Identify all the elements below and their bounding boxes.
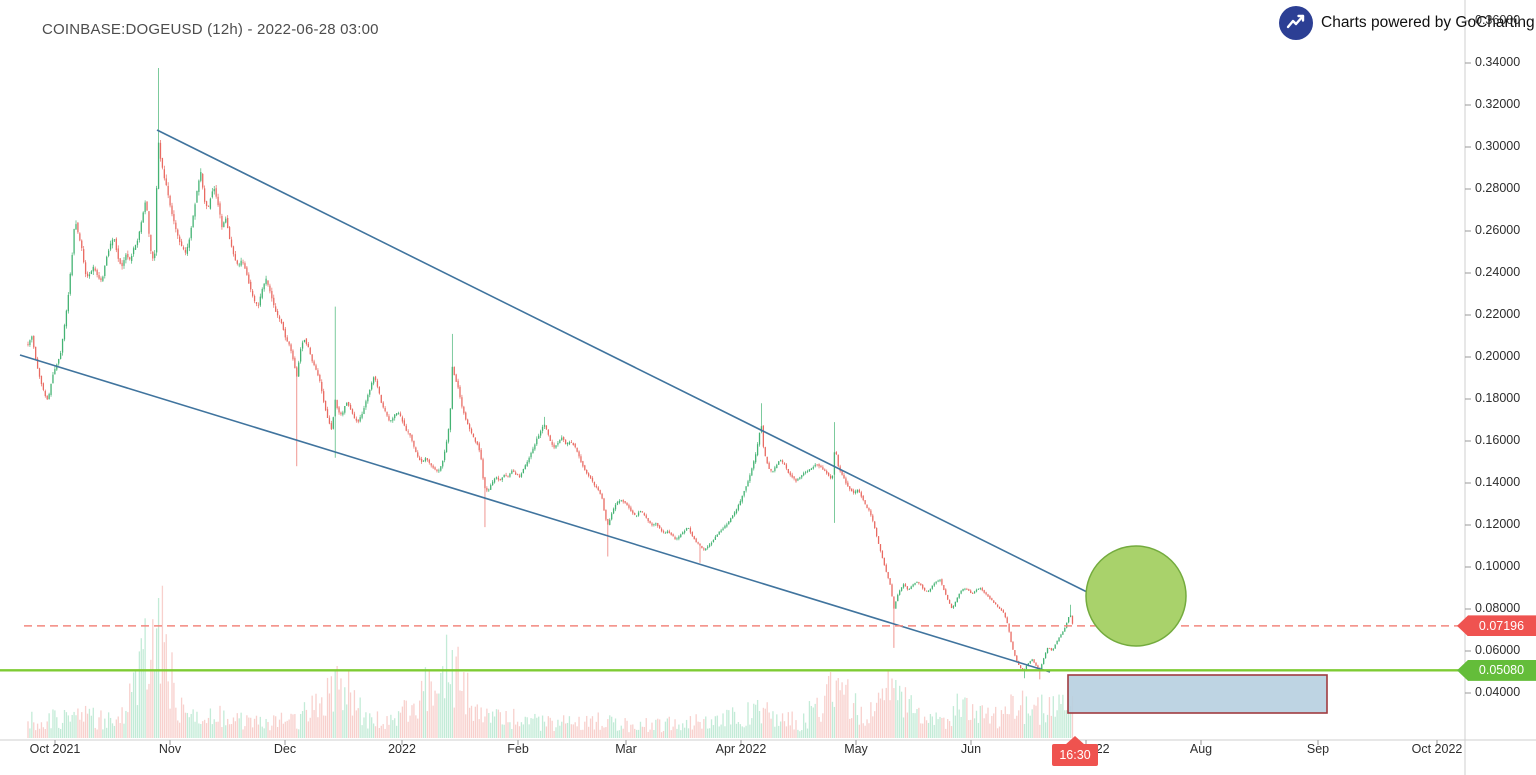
x-axis-label: Aug [1189, 742, 1213, 756]
y-axis-label: 0.26000 [1475, 223, 1521, 237]
circle-annotation[interactable] [1085, 545, 1187, 647]
rect-annotation[interactable] [1067, 674, 1328, 714]
candlestick-series [27, 68, 1074, 680]
y-axis-label: 0.14000 [1475, 475, 1521, 489]
y-axis-label: 0.22000 [1475, 307, 1521, 321]
y-axis-label: 0.34000 [1475, 55, 1521, 69]
branding-label: Charts powered by GoCharting [1321, 14, 1535, 31]
x-axis-label: Feb [507, 742, 529, 756]
y-axis-label: 0.24000 [1475, 265, 1521, 279]
x-axis-label: 2022 [388, 742, 416, 756]
y-axis-label: 0.16000 [1475, 433, 1521, 447]
y-axis-label: 0.08000 [1475, 601, 1521, 615]
x-axis-label: Sep [1306, 742, 1330, 756]
symbol-title: COINBASE:DOGEUSD (12h) - 2022-06-28 03:0… [42, 21, 379, 38]
x-axis-label: Mar [615, 742, 637, 756]
x-axis-label: Dec [273, 742, 297, 756]
x-axis-label: Nov [158, 742, 182, 756]
y-axis-label: 0.18000 [1475, 391, 1521, 405]
trendline-lower[interactable] [19, 354, 1051, 673]
candle-time-tag-arrow [1065, 736, 1085, 745]
trendline-upper[interactable] [156, 129, 1088, 593]
x-axis-label: Oct 2022 [1411, 742, 1463, 756]
y-axis-label: 0.06000 [1475, 643, 1521, 657]
y-axis-label: 0.20000 [1475, 349, 1521, 363]
y-axis-label: 0.28000 [1475, 181, 1521, 195]
y-axis-label: 0.12000 [1475, 517, 1521, 531]
y-axis-label: 0.04000 [1475, 685, 1521, 699]
y-axis-label: 0.30000 [1475, 139, 1521, 153]
x-axis-label: Apr 2022 [715, 742, 767, 756]
x-axis-label: Jun [960, 742, 982, 756]
y-axis-label: 0.10000 [1475, 559, 1521, 573]
candle-time-tag: 16:30 [1052, 744, 1098, 766]
y-axis-label: 0.36000 [1475, 13, 1521, 27]
gocharting-logo-icon [1279, 6, 1313, 40]
x-axis-label: Oct 2021 [29, 742, 81, 756]
gocharting-branding[interactable]: Charts powered by GoCharting [1279, 6, 1535, 40]
support-price-tag[interactable]: 0.05080 [1457, 659, 1536, 681]
x-axis-label: May [844, 742, 868, 756]
volume-series [27, 585, 1074, 738]
y-axis-label: 0.32000 [1475, 97, 1521, 111]
last-price-tag: 0.07196 [1457, 615, 1536, 637]
